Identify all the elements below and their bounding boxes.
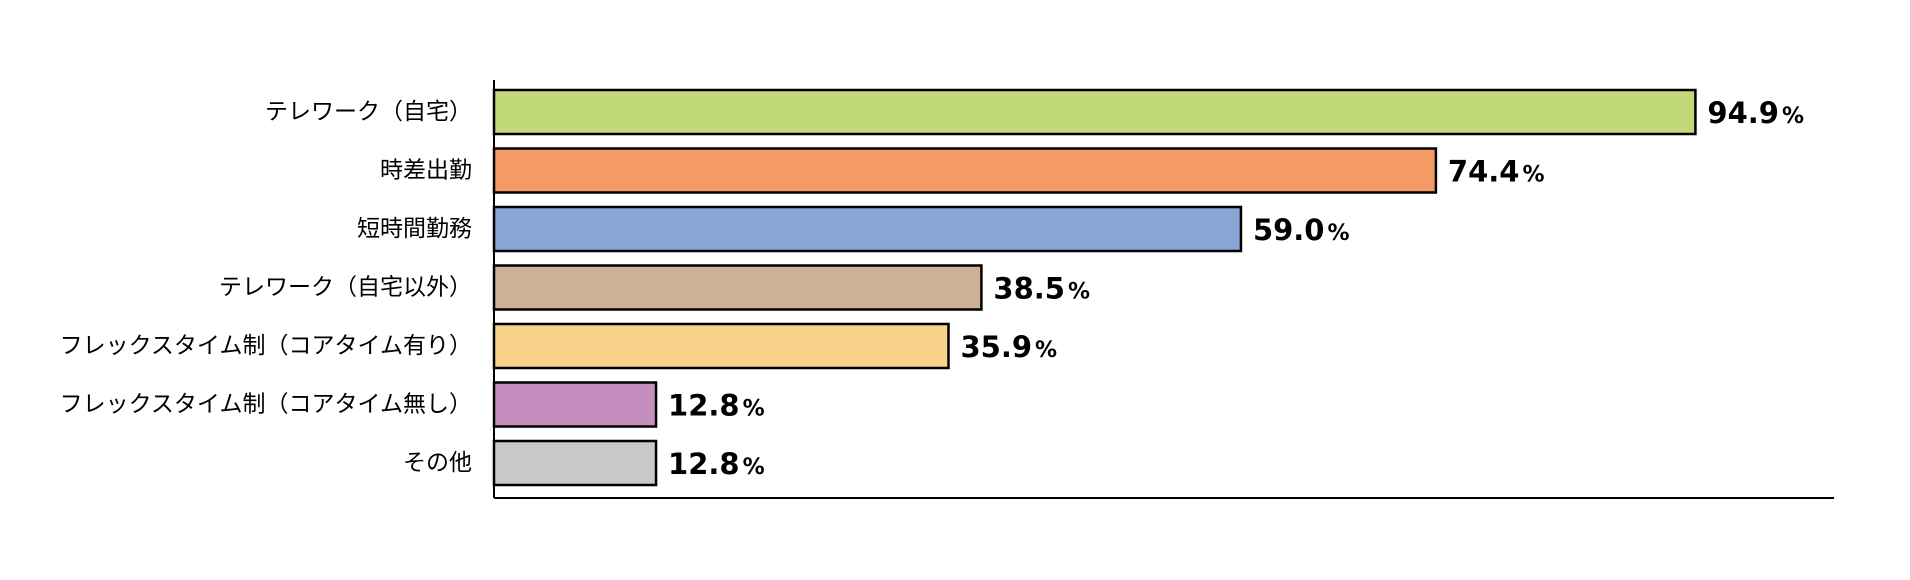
category-label-5: フレックスタイム制（コアタイム無し） bbox=[60, 392, 472, 418]
bar-0 bbox=[492, 88, 1697, 136]
value-unit-0: % bbox=[1782, 104, 1804, 129]
value-label-5: 12.8% bbox=[668, 389, 765, 423]
value-number-1: 74.4 bbox=[1448, 155, 1520, 189]
category-label-0: テレワーク（自宅） bbox=[265, 99, 472, 125]
value-unit-5: % bbox=[743, 397, 765, 422]
category-label-3: テレワーク（自宅以外） bbox=[219, 275, 472, 301]
bar-6 bbox=[492, 439, 658, 487]
value-unit-6: % bbox=[743, 455, 765, 480]
value-label-3: 38.5% bbox=[993, 272, 1090, 306]
category-label-6: その他 bbox=[403, 450, 472, 476]
value-label-2: 59.0% bbox=[1253, 213, 1350, 247]
value-number-2: 59.0 bbox=[1253, 213, 1325, 247]
value-label-1: 74.4% bbox=[1448, 155, 1545, 189]
category-label-2: 短時間勤務 bbox=[357, 216, 472, 242]
value-number-6: 12.8 bbox=[668, 447, 740, 481]
bar-1 bbox=[492, 147, 1438, 194]
value-unit-4: % bbox=[1035, 338, 1057, 363]
value-unit-3: % bbox=[1068, 280, 1090, 305]
bar-3 bbox=[492, 264, 983, 311]
value-label-0: 94.9% bbox=[1707, 96, 1804, 130]
category-label-1: 時差出勤 bbox=[380, 158, 472, 184]
value-label-4: 35.9% bbox=[960, 330, 1057, 364]
bar-4 bbox=[492, 322, 950, 370]
value-number-0: 94.9 bbox=[1707, 96, 1779, 130]
value-unit-1: % bbox=[1522, 163, 1544, 188]
value-label-6: 12.8% bbox=[668, 447, 765, 481]
value-number-3: 38.5 bbox=[993, 272, 1065, 306]
value-labels: 94.9 %74.4 %59.0 %38.5 %35.9 %12.8 %12.8% bbox=[668, 96, 1804, 481]
bar-5 bbox=[492, 381, 658, 428]
category-label-4: フレックスタイム制（コアタイム有り） bbox=[60, 333, 472, 359]
bar-2 bbox=[492, 205, 1243, 253]
bars-layer bbox=[492, 88, 1697, 487]
value-number-4: 35.9 bbox=[960, 330, 1032, 364]
value-number-5: 12.8 bbox=[668, 389, 740, 423]
value-unit-2: % bbox=[1328, 221, 1350, 246]
